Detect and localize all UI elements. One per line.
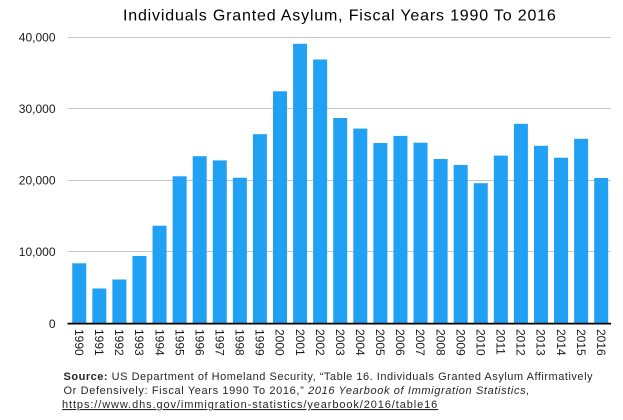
- svg-text:2011: 2011: [494, 329, 508, 355]
- svg-text:1999: 1999: [253, 329, 267, 356]
- svg-text:2009: 2009: [453, 329, 467, 356]
- svg-text:2000: 2000: [273, 329, 287, 356]
- svg-text:2016: 2016: [594, 329, 608, 356]
- svg-text:2014: 2014: [554, 329, 568, 356]
- svg-text:2008: 2008: [433, 329, 447, 356]
- svg-text:2010: 2010: [473, 329, 487, 356]
- svg-text:40,000: 40,000: [19, 30, 56, 44]
- svg-text:2005: 2005: [373, 329, 387, 356]
- svg-text:2002: 2002: [313, 329, 327, 356]
- svg-text:Individuals Granted Asylum, Fi: Individuals Granted Asylum, Fiscal Years…: [123, 8, 557, 25]
- svg-text:1997: 1997: [212, 329, 226, 356]
- svg-text:2004: 2004: [353, 329, 367, 356]
- svg-text:20,000: 20,000: [19, 174, 56, 188]
- svg-text:2013: 2013: [534, 329, 548, 356]
- svg-text:1992: 1992: [112, 329, 126, 356]
- svg-text:Source: US Department of Homel: Source: US Department of Homeland Securi…: [64, 371, 594, 383]
- svg-text:1994: 1994: [152, 329, 166, 356]
- svg-text:30,000: 30,000: [19, 102, 56, 116]
- svg-text:0: 0: [49, 317, 56, 331]
- svg-text:1993: 1993: [132, 329, 146, 356]
- svg-text:2007: 2007: [413, 329, 427, 356]
- svg-text:2003: 2003: [333, 329, 347, 356]
- svg-text:10,000: 10,000: [19, 245, 56, 259]
- svg-text:Or Defensively: Fiscal Years 1: Or Defensively: Fiscal Years 1990 To 201…: [64, 385, 530, 397]
- svg-text:https://www.dhs.gov/immigratio: https://www.dhs.gov/immigration-statisti…: [62, 399, 438, 411]
- svg-text:2015: 2015: [574, 329, 588, 356]
- svg-text:2006: 2006: [393, 329, 407, 356]
- svg-text:1990: 1990: [72, 329, 86, 356]
- svg-text:1995: 1995: [172, 329, 186, 356]
- svg-text:2001: 2001: [293, 329, 307, 356]
- svg-text:1998: 1998: [233, 329, 247, 356]
- svg-text:1991: 1991: [92, 329, 106, 356]
- svg-text:1996: 1996: [192, 329, 206, 356]
- svg-text:2012: 2012: [514, 329, 528, 356]
